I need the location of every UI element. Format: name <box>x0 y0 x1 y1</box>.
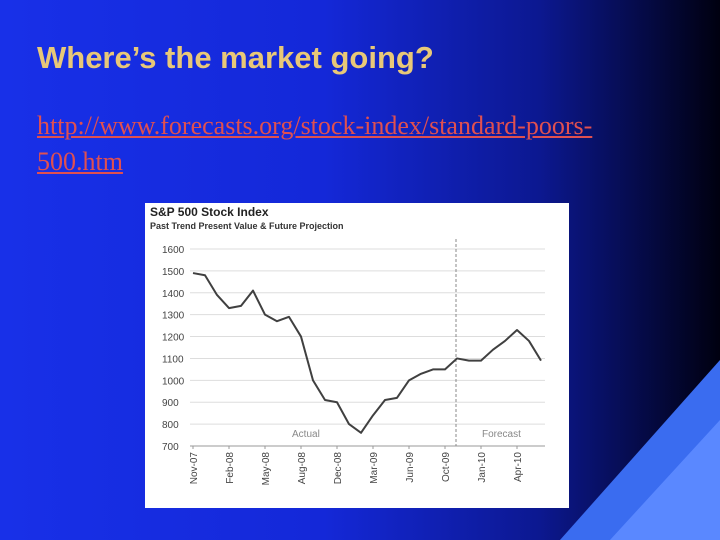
x-tick-label: May-08 <box>261 452 272 486</box>
annotation: Actual <box>292 429 320 440</box>
y-tick-label: 1500 <box>162 267 185 278</box>
y-tick-label: 1100 <box>162 354 184 365</box>
x-tick-label: Dec-08 <box>333 452 344 485</box>
x-tick-label: Aug-08 <box>297 452 308 485</box>
x-tick-label: Nov-07 <box>189 452 200 485</box>
x-tick-label: Oct-09 <box>441 452 452 482</box>
decor-triangle <box>610 420 720 540</box>
y-tick-label: 900 <box>162 398 179 409</box>
y-tick-label: 1300 <box>162 311 185 322</box>
x-tick-label: Jan-10 <box>477 452 488 483</box>
x-tick-label: Jun-09 <box>405 452 416 483</box>
y-tick-label: 800 <box>162 420 179 431</box>
x-tick-label: Mar-09 <box>369 452 380 484</box>
y-tick-label: 1000 <box>162 376 185 387</box>
link[interactable]: http://www.forecasts.org/stock-index/sta… <box>37 111 593 176</box>
chart-background <box>145 203 569 508</box>
x-tick-label: Apr-10 <box>513 452 524 482</box>
y-tick-label: 1400 <box>162 289 185 300</box>
y-tick-label: 700 <box>162 442 179 453</box>
series-line <box>192 272 542 434</box>
slide-title: Where’s the market going? <box>37 40 434 75</box>
chart-title: S&P 500 Stock Index <box>150 205 269 219</box>
y-tick-label: 1200 <box>162 333 185 344</box>
y-tick-label: 1600 <box>162 245 185 256</box>
annotation: Forecast <box>482 429 521 440</box>
x-tick-label: Feb-08 <box>225 452 236 484</box>
chart-subtitle: Past Trend Present Value & Future Projec… <box>150 221 344 231</box>
